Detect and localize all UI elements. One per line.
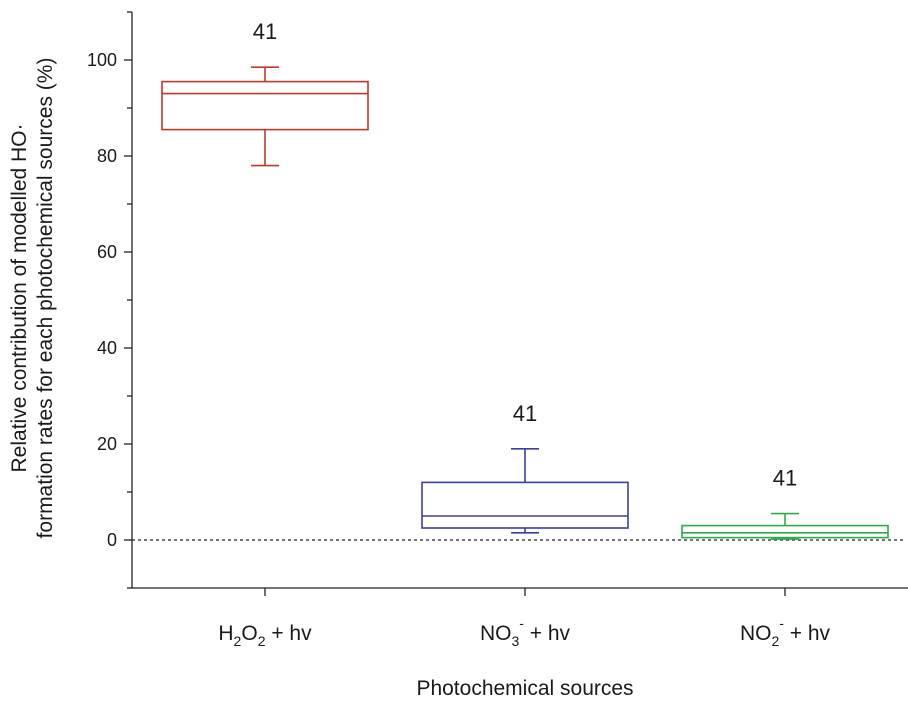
box-group: 41: [681, 466, 889, 540]
label-superscript: -: [519, 615, 524, 631]
label-superscript: -: [779, 615, 784, 631]
y-axis-label-line-1: Relative contribution of modelled HO·: [8, 123, 31, 472]
sample-count-label: 41: [513, 401, 537, 426]
label-base: O: [241, 622, 257, 645]
sample-count-label: 41: [253, 19, 277, 44]
x-tick-labels: H2O2 + hv NO3- + hv NO2- + hv: [218, 615, 830, 649]
x-ticks: [264, 588, 786, 596]
label-tail: + hv: [784, 622, 831, 645]
box-iqr: [161, 80, 369, 131]
y-tick-label: 100: [87, 50, 117, 70]
label-subscript: 2: [771, 633, 779, 649]
label-subscript: 3: [511, 633, 519, 649]
label-base: NO: [740, 622, 772, 645]
label-subscript: 2: [258, 633, 266, 649]
box-group: 41: [421, 401, 629, 534]
y-axis-label-line-2: formation rates for each photochemical s…: [34, 58, 57, 539]
x-category-label: H2O2 + hv: [218, 622, 312, 649]
label-base: NO: [480, 622, 512, 645]
y-tick-label: 20: [97, 434, 117, 454]
label-subscript: 2: [234, 633, 242, 649]
boxes: 41 41 41: [161, 19, 889, 540]
x-category-label: NO2- + hv: [740, 615, 831, 649]
label-base: H: [218, 622, 233, 645]
box-iqr: [681, 524, 889, 539]
axes: [131, 12, 908, 589]
y-tick-label: 80: [97, 146, 117, 166]
label-tail: + hv: [524, 622, 571, 645]
x-axis-label: Photochemical sources: [416, 677, 633, 700]
y-tick-label: 0: [107, 530, 117, 550]
label-tail: + hv: [265, 622, 312, 645]
sample-count-label: 41: [773, 466, 797, 491]
y-tick-label: 40: [97, 338, 117, 358]
x-category-label: NO3- + hv: [480, 615, 571, 649]
box-iqr: [421, 481, 629, 529]
y-tick-label: 60: [97, 242, 117, 262]
y-ticks: 0 20 40 60 80 100: [87, 11, 132, 589]
box-group: 41: [161, 19, 369, 167]
